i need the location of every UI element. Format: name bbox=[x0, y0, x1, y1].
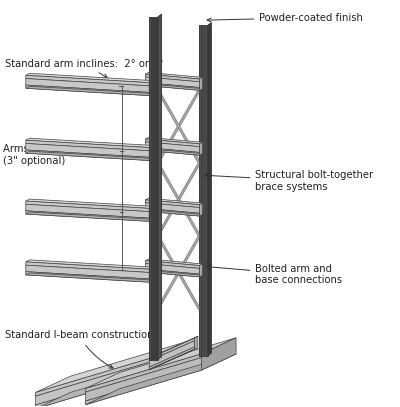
Polygon shape bbox=[146, 142, 200, 152]
Polygon shape bbox=[149, 336, 198, 358]
Polygon shape bbox=[146, 83, 200, 90]
Text: Arms adjust in 4" increments
(3" optional): Arms adjust in 4" increments (3" optiona… bbox=[3, 144, 148, 166]
Polygon shape bbox=[149, 17, 158, 360]
Polygon shape bbox=[146, 139, 200, 147]
Polygon shape bbox=[146, 208, 200, 216]
Polygon shape bbox=[26, 273, 153, 282]
Polygon shape bbox=[36, 358, 186, 407]
Text: Bolted arm and
base connections: Bolted arm and base connections bbox=[207, 264, 342, 285]
Polygon shape bbox=[149, 341, 194, 367]
Polygon shape bbox=[26, 73, 153, 83]
Polygon shape bbox=[149, 145, 153, 160]
Polygon shape bbox=[146, 210, 202, 216]
Polygon shape bbox=[26, 199, 153, 208]
Polygon shape bbox=[146, 261, 200, 268]
Polygon shape bbox=[146, 270, 202, 277]
Polygon shape bbox=[36, 358, 151, 396]
Polygon shape bbox=[149, 348, 198, 370]
Polygon shape bbox=[26, 140, 149, 151]
Polygon shape bbox=[26, 79, 149, 92]
Polygon shape bbox=[146, 77, 200, 88]
Text: Powder-coated finish: Powder-coated finish bbox=[207, 13, 363, 23]
Polygon shape bbox=[146, 74, 200, 82]
Polygon shape bbox=[26, 151, 153, 160]
Polygon shape bbox=[146, 138, 202, 144]
Polygon shape bbox=[26, 262, 149, 272]
Polygon shape bbox=[146, 263, 200, 274]
Polygon shape bbox=[26, 86, 153, 96]
Polygon shape bbox=[36, 342, 186, 392]
Polygon shape bbox=[200, 264, 202, 277]
Polygon shape bbox=[36, 362, 151, 405]
Polygon shape bbox=[149, 267, 153, 282]
Polygon shape bbox=[201, 338, 236, 370]
Polygon shape bbox=[86, 367, 201, 405]
Polygon shape bbox=[26, 211, 149, 221]
Polygon shape bbox=[146, 203, 200, 213]
Text: Standard I-beam construction: Standard I-beam construction bbox=[4, 330, 153, 368]
Polygon shape bbox=[151, 342, 186, 374]
Polygon shape bbox=[26, 212, 153, 221]
Text: Standard arm inclines:  2° or 4°: Standard arm inclines: 2° or 4° bbox=[4, 59, 163, 78]
Polygon shape bbox=[146, 149, 202, 155]
Polygon shape bbox=[26, 85, 149, 96]
Polygon shape bbox=[26, 204, 149, 218]
Polygon shape bbox=[86, 354, 236, 405]
Polygon shape bbox=[200, 142, 202, 155]
Polygon shape bbox=[146, 147, 200, 155]
Polygon shape bbox=[194, 336, 198, 350]
Polygon shape bbox=[26, 265, 149, 279]
Polygon shape bbox=[208, 23, 211, 356]
Polygon shape bbox=[146, 198, 202, 205]
Polygon shape bbox=[86, 338, 236, 388]
Polygon shape bbox=[149, 338, 194, 361]
Polygon shape bbox=[149, 81, 153, 96]
Polygon shape bbox=[26, 201, 149, 212]
Polygon shape bbox=[26, 150, 149, 160]
Polygon shape bbox=[86, 354, 201, 392]
Polygon shape bbox=[26, 271, 149, 282]
Polygon shape bbox=[26, 144, 149, 157]
Polygon shape bbox=[149, 206, 153, 221]
Polygon shape bbox=[200, 77, 202, 90]
Polygon shape bbox=[158, 14, 162, 360]
Polygon shape bbox=[146, 84, 202, 90]
Polygon shape bbox=[149, 347, 194, 370]
Text: Structural bolt-together
brace systems: Structural bolt-together brace systems bbox=[205, 171, 374, 192]
Polygon shape bbox=[36, 371, 151, 407]
Polygon shape bbox=[146, 259, 202, 265]
Polygon shape bbox=[26, 138, 153, 147]
Polygon shape bbox=[149, 17, 151, 360]
Polygon shape bbox=[146, 72, 202, 79]
Polygon shape bbox=[26, 75, 149, 86]
Polygon shape bbox=[86, 358, 201, 401]
Polygon shape bbox=[200, 25, 208, 356]
Polygon shape bbox=[146, 200, 200, 208]
Polygon shape bbox=[200, 203, 202, 216]
Polygon shape bbox=[200, 25, 201, 356]
Polygon shape bbox=[26, 260, 153, 269]
Polygon shape bbox=[146, 269, 200, 277]
